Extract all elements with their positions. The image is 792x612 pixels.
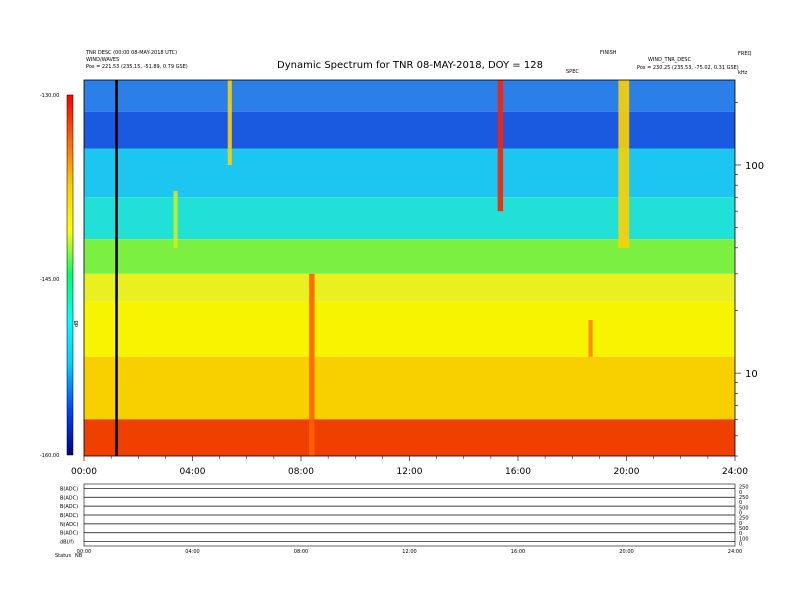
panel-right-label-2: 250 <box>739 495 749 501</box>
x-tick-label-3: 12:00 <box>397 467 423 477</box>
footer-status-b: NB <box>75 553 83 559</box>
footer-status: Status <box>55 553 71 559</box>
header-right-line2: WIND_TNR_DESC <box>648 57 691 63</box>
header-right-small: FREQ <box>738 51 752 57</box>
panel-right-label-8: 500 <box>739 526 749 532</box>
colorbar-tick-mid: -145.00 <box>40 277 59 283</box>
frequency-axis: 100 10 <box>735 102 764 457</box>
panel-right-label-5: 0 <box>739 510 742 516</box>
y-tick-label-10: 10 <box>745 369 758 380</box>
spectrum-band-7 <box>84 356 735 420</box>
housekeeping-panels: B(ADC) B(ADC) B(ADC) B(ADC) N(ADC) B(ADC) dB(/… <box>60 483 749 555</box>
x-tick-label-6: 24:00 <box>722 467 748 477</box>
colorbar <box>66 94 74 456</box>
panel-left-label-1: B(ADC) <box>60 495 78 501</box>
time-axis: 00:00 04:00 08:00 12:00 16:00 20:00 24:00 <box>71 456 748 477</box>
panel-right-label-10: 100 <box>739 536 749 542</box>
spectrogram-panel <box>84 80 735 456</box>
panel-x-tick-label-2: 08:00 <box>294 549 308 555</box>
header-right-line3: Pos = 230.25 (235.53, -75.02, 0.31 GSE) <box>637 65 739 71</box>
panel-left-label-5: B(ADC) <box>60 531 78 537</box>
panel-left-label-2: B(ADC) <box>60 504 78 510</box>
panel-left-label-0: B(ADC) <box>60 486 78 492</box>
panel-x-tick-label-5: 20:00 <box>619 549 633 555</box>
panel-right-label-11: 0 <box>739 541 742 547</box>
colorbar-tick-top: -130.00 <box>40 93 59 99</box>
y-tick-label-100: 100 <box>745 161 764 172</box>
header-left-line1: TNR DESC (00:00 08-MAY-2018 UTC) <box>85 50 177 56</box>
panel-x-tick-label-4: 16:00 <box>511 549 525 555</box>
spectrum-event-3 <box>618 80 630 248</box>
panel-x-tick-label-0: 00:00 <box>77 549 91 555</box>
panel-right-label-1: 0 <box>739 490 742 496</box>
header-right-small-b: kHz <box>738 70 748 76</box>
spectrum-band-2 <box>84 148 735 198</box>
panel-right-label-0: 250 <box>739 485 749 491</box>
panel-right-label-3: 0 <box>739 500 742 506</box>
spectrum-event-4 <box>588 320 593 357</box>
header-left-line3: Pos = 221.53 (235.15, -51.89, 0.79 GSE) <box>86 64 188 70</box>
spectrum-event-2 <box>227 80 232 165</box>
spectrum-event-1 <box>309 273 315 456</box>
x-tick-label-1: 04:00 <box>180 467 206 477</box>
panel-x-tick-label-3: 12:00 <box>402 549 416 555</box>
header-left-line2: WIND/WAVES <box>86 57 119 63</box>
panel-right-label-7: 0 <box>739 521 742 527</box>
panel-right-label-6: 250 <box>739 516 749 522</box>
spectrum-event-0 <box>497 80 504 212</box>
spectrum-band-0 <box>84 80 735 112</box>
chart-title: Dynamic Spectrum for TNR 08-MAY-2018, DO… <box>277 60 543 71</box>
header-right-line1: FINISH <box>600 50 617 56</box>
panel-x-tick-label-6: 24:00 <box>728 549 742 555</box>
panel-left-label-4: N(ADC) <box>60 522 78 528</box>
x-tick-label-4: 16:00 <box>505 467 531 477</box>
panel-right-label-4: 500 <box>739 505 749 511</box>
header-center-small: SPEC <box>566 69 579 75</box>
spectrum-band-4 <box>84 239 735 274</box>
spectrum-band-3 <box>84 197 735 240</box>
x-tick-label-2: 08:00 <box>288 467 314 477</box>
colorbar-label: dB <box>74 320 80 327</box>
x-tick-label-5: 20:00 <box>614 467 640 477</box>
panel-left-label-6: dB(/f) <box>60 540 74 546</box>
spectrum-band-5 <box>84 273 735 302</box>
spectrum-band-1 <box>84 111 735 149</box>
spectrum-band-8 <box>84 419 735 456</box>
colorbar-tick-bottom: -160.00 <box>40 453 59 459</box>
panel-x-tick-label-1: 04:00 <box>185 549 199 555</box>
panel-left-label-3: B(ADC) <box>60 513 78 519</box>
x-tick-label-0: 00:00 <box>71 467 97 477</box>
spectrum-event-5 <box>173 190 178 248</box>
spectrum-band-6 <box>84 301 735 357</box>
panel-right-label-9: 0 <box>739 531 742 537</box>
